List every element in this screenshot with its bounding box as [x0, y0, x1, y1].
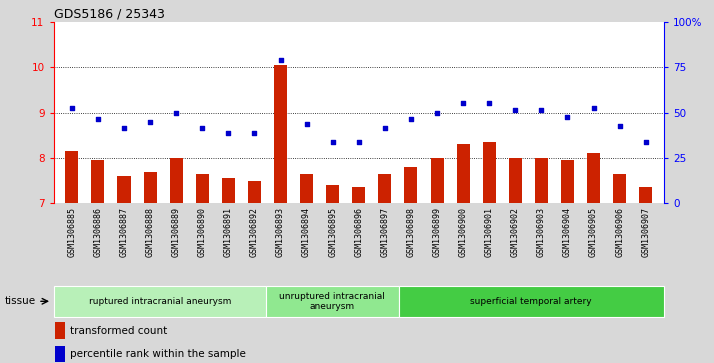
Point — [353, 139, 365, 145]
Bar — [639, 187, 653, 203]
Point — [119, 126, 130, 131]
Text: percentile rank within the sample: percentile rank within the sample — [70, 350, 246, 359]
Bar — [378, 174, 391, 203]
Text: GSM1306886: GSM1306886 — [94, 207, 102, 257]
Text: superficial temporal artery: superficial temporal artery — [471, 297, 592, 306]
Bar — [326, 185, 339, 203]
Text: GSM1306902: GSM1306902 — [511, 207, 520, 257]
Point — [640, 139, 651, 145]
Text: GSM1306888: GSM1306888 — [146, 207, 154, 257]
Text: GSM1306899: GSM1306899 — [433, 207, 441, 257]
Point — [301, 121, 312, 127]
Point — [327, 139, 338, 145]
Text: GSM1306893: GSM1306893 — [276, 207, 285, 257]
Text: GSM1306887: GSM1306887 — [119, 207, 129, 257]
Text: GSM1306896: GSM1306896 — [354, 207, 363, 257]
Text: GSM1306891: GSM1306891 — [224, 207, 233, 257]
Bar — [431, 158, 443, 203]
Point — [92, 117, 104, 122]
Text: GSM1306903: GSM1306903 — [537, 207, 546, 257]
Point — [536, 107, 547, 113]
Text: GSM1306885: GSM1306885 — [67, 207, 76, 257]
Bar — [274, 65, 287, 203]
Text: GSM1306897: GSM1306897 — [381, 207, 389, 257]
Bar — [352, 187, 366, 203]
Text: GDS5186 / 25343: GDS5186 / 25343 — [54, 8, 164, 21]
Bar — [457, 144, 470, 203]
Text: GSM1306900: GSM1306900 — [458, 207, 468, 257]
Bar — [170, 158, 183, 203]
Bar — [222, 178, 235, 203]
Bar — [266, 286, 398, 317]
Point — [196, 126, 208, 131]
Text: ruptured intracranial aneurysm: ruptured intracranial aneurysm — [89, 297, 231, 306]
Bar — [196, 174, 208, 203]
Bar — [56, 322, 64, 339]
Point — [431, 110, 443, 115]
Point — [406, 117, 417, 122]
Bar — [248, 180, 261, 203]
Text: GSM1306904: GSM1306904 — [563, 207, 572, 257]
Bar — [561, 160, 574, 203]
Point — [379, 126, 391, 131]
Text: GSM1306905: GSM1306905 — [589, 207, 598, 257]
Text: GSM1306892: GSM1306892 — [250, 207, 259, 257]
Point — [588, 105, 599, 111]
Bar — [613, 174, 626, 203]
Bar — [483, 142, 496, 203]
Bar — [56, 346, 64, 362]
Bar — [144, 171, 156, 203]
Text: tissue: tissue — [5, 296, 36, 306]
Point — [458, 101, 469, 106]
Point — [223, 130, 234, 136]
Point — [275, 57, 286, 63]
Point — [562, 114, 573, 120]
Bar — [54, 286, 266, 317]
Bar — [65, 151, 79, 203]
Text: GSM1306901: GSM1306901 — [485, 207, 493, 257]
Bar — [587, 154, 600, 203]
Bar — [398, 286, 664, 317]
Bar — [535, 158, 548, 203]
Point — [144, 119, 156, 125]
Bar — [404, 167, 418, 203]
Text: GSM1306907: GSM1306907 — [641, 207, 650, 257]
Point — [171, 110, 182, 115]
Bar — [118, 176, 131, 203]
Text: GSM1306890: GSM1306890 — [198, 207, 207, 257]
Bar — [509, 158, 522, 203]
Point — [510, 107, 521, 113]
Bar — [300, 174, 313, 203]
Point — [614, 123, 625, 129]
Text: GSM1306895: GSM1306895 — [328, 207, 337, 257]
Text: transformed count: transformed count — [70, 326, 167, 336]
Text: GSM1306894: GSM1306894 — [302, 207, 311, 257]
Point — [66, 105, 78, 111]
Text: unruptured intracranial
aneurysm: unruptured intracranial aneurysm — [279, 291, 385, 311]
Text: GSM1306898: GSM1306898 — [406, 207, 416, 257]
Text: GSM1306889: GSM1306889 — [171, 207, 181, 257]
Point — [483, 101, 495, 106]
Bar — [91, 160, 104, 203]
Point — [248, 130, 260, 136]
Text: GSM1306906: GSM1306906 — [615, 207, 624, 257]
